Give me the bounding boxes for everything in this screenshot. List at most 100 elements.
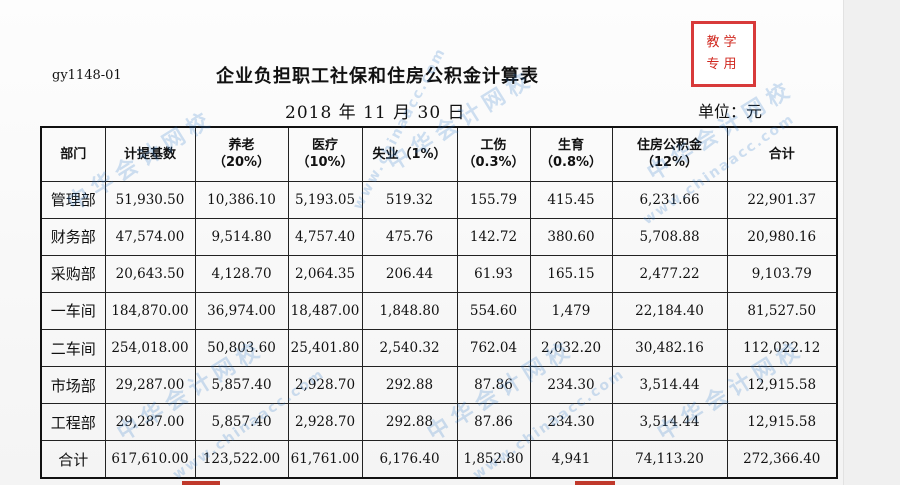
cell-dept: 工程部 [40, 403, 106, 442]
cell-base: 617,610.00 [104, 440, 196, 479]
cell-maternity: 1,479 [529, 291, 613, 331]
cell-pension: 10,386.10 [194, 180, 289, 219]
cell-injury: 155.79 [456, 180, 531, 219]
cell-unemployment: 206.44 [361, 254, 458, 293]
cell-base: 184,870.00 [104, 291, 196, 331]
cell-housing-fund: 30,482.16 [611, 328, 728, 368]
document-title: 企业负担职工社保和住房公积金计算表 [216, 66, 539, 87]
cell-injury: 1,852.80 [456, 440, 531, 479]
cell-pension: 123,522.00 [194, 440, 289, 479]
cell-total: 12,915.58 [726, 366, 838, 405]
table-row: 工程部 29,287.00 5,857.40 2,928.70 292.88 87.86 2… [40, 403, 838, 442]
cell-dept: 一车间 [40, 291, 106, 331]
bottom-mark [575, 481, 615, 485]
cell-pension: 36,974.00 [194, 291, 289, 331]
table-row: 采购部 20,643.50 4,128.70 2,064.35 206.44 61.93 1… [40, 254, 838, 293]
cell-medical: 2,928.70 [287, 366, 363, 405]
cell-medical: 61,761.00 [287, 440, 363, 479]
cell-housing-fund: 3,514.44 [611, 403, 728, 442]
cell-dept: 采购部 [40, 254, 106, 293]
cell-unemployment: 292.88 [361, 366, 458, 405]
cell-medical: 2,064.35 [287, 254, 363, 293]
cell-medical: 4,757.40 [287, 217, 363, 256]
cell-unemployment: 475.76 [361, 217, 458, 256]
cell-pension: 5,857.40 [194, 366, 289, 405]
bottom-mark [182, 481, 220, 485]
cell-medical: 25,401.80 [287, 328, 363, 368]
stamp-line-1: 教学 [706, 35, 741, 50]
cell-base: 29,287.00 [104, 403, 196, 442]
document-code: gy1148-01 [52, 68, 122, 83]
table-total-row: 合计 617,610.00 123,522.00 61,761.00 6,176.40 1… [40, 440, 838, 479]
cell-maternity: 380.60 [529, 217, 613, 256]
cell-injury: 142.72 [456, 217, 531, 256]
cell-pension: 4,128.70 [194, 254, 289, 293]
header-pension: 养老 （20%） [194, 126, 289, 182]
stamp-line-2: 专用 [706, 57, 741, 72]
cell-total: 81,527.50 [726, 291, 838, 331]
cell-base: 47,574.00 [104, 217, 196, 256]
cell-base: 20,643.50 [104, 254, 196, 293]
cell-total: 12,915.58 [726, 403, 838, 442]
header-base: 计提基数 [104, 126, 196, 182]
document-date: 2018 年 11 月 30 日 [285, 103, 466, 123]
cell-medical: 2,928.70 [287, 403, 363, 442]
table-row: 管理部 51,930.50 10,386.10 5,193.05 519.32 155.7… [40, 180, 838, 219]
cell-injury: 762.04 [456, 328, 531, 368]
table-header-row: 部门 计提基数 养老 （20%） 医疗 （10%） 失业（1%） 工伤 （0.3%） … [40, 126, 838, 182]
cell-maternity: 165.15 [529, 254, 613, 293]
header-dept: 部门 [40, 126, 106, 182]
cell-unemployment: 6,176.40 [361, 440, 458, 479]
cell-housing-fund: 3,514.44 [611, 366, 728, 405]
cell-total: 112,022.12 [726, 328, 838, 368]
cell-unemployment: 292.88 [361, 403, 458, 442]
cell-unemployment: 2,540.32 [361, 328, 458, 368]
header-medical: 医疗 （10%） [287, 126, 363, 182]
cell-maternity: 234.30 [529, 403, 613, 442]
table-row: 二车间 254,018.00 50,803.60 25,401.80 2,540.32 7… [40, 328, 838, 368]
cell-dept: 财务部 [40, 217, 106, 256]
cell-total: 22,901.37 [726, 180, 838, 219]
cell-base: 254,018.00 [104, 328, 196, 368]
cell-dept: 管理部 [40, 180, 106, 219]
header-housing-fund: 住房公积金 （12%） [611, 126, 728, 182]
cell-total: 272,366.40 [726, 440, 838, 479]
table-body: 管理部 51,930.50 10,386.10 5,193.05 519.32 155.7… [40, 180, 838, 479]
cell-dept: 市场部 [40, 366, 106, 405]
cell-total: 20,980.16 [726, 217, 838, 256]
cell-housing-fund: 22,184.40 [611, 291, 728, 331]
cell-maternity: 234.30 [529, 366, 613, 405]
cell-maternity: 4,941 [529, 440, 613, 479]
table-row: 财务部 47,574.00 9,514.80 4,757.40 475.76 142.72… [40, 217, 838, 256]
cell-medical: 5,193.05 [287, 180, 363, 219]
cell-unemployment: 519.32 [361, 180, 458, 219]
cell-housing-fund: 74,113.20 [611, 440, 728, 479]
cell-housing-fund: 5,708.88 [611, 217, 728, 256]
cell-dept: 合计 [40, 440, 106, 479]
cell-injury: 87.86 [456, 403, 531, 442]
cell-base: 51,930.50 [104, 180, 196, 219]
teaching-stamp: 教学 专用 [691, 21, 756, 87]
cell-pension: 50,803.60 [194, 328, 289, 368]
scrollbar-strip[interactable] [843, 0, 900, 485]
cell-maternity: 2,032.20 [529, 328, 613, 368]
cell-maternity: 415.45 [529, 180, 613, 219]
header-total: 合计 [726, 126, 838, 182]
cell-base: 29,287.00 [104, 366, 196, 405]
cell-injury: 87.86 [456, 366, 531, 405]
unit-label: 单位：元 [698, 102, 763, 121]
cell-medical: 18,487.00 [287, 291, 363, 331]
cell-housing-fund: 2,477.22 [611, 254, 728, 293]
cell-injury: 554.60 [456, 291, 531, 331]
cell-pension: 5,857.40 [194, 403, 289, 442]
table-row: 一车间 184,870.00 36,974.00 18,487.00 1,848.80 5… [40, 291, 838, 331]
cell-unemployment: 1,848.80 [361, 291, 458, 331]
cell-injury: 61.93 [456, 254, 531, 293]
cell-pension: 9,514.80 [194, 217, 289, 256]
header-unemployment: 失业（1%） [361, 126, 458, 182]
social-insurance-table: 部门 计提基数 养老 （20%） 医疗 （10%） 失业（1%） 工伤 （0.3%） … [40, 126, 838, 479]
cell-total: 9,103.79 [726, 254, 838, 293]
table-row: 市场部 29,287.00 5,857.40 2,928.70 292.88 87.86 2… [40, 366, 838, 405]
header-maternity: 生育 （0.8%） [529, 126, 613, 182]
